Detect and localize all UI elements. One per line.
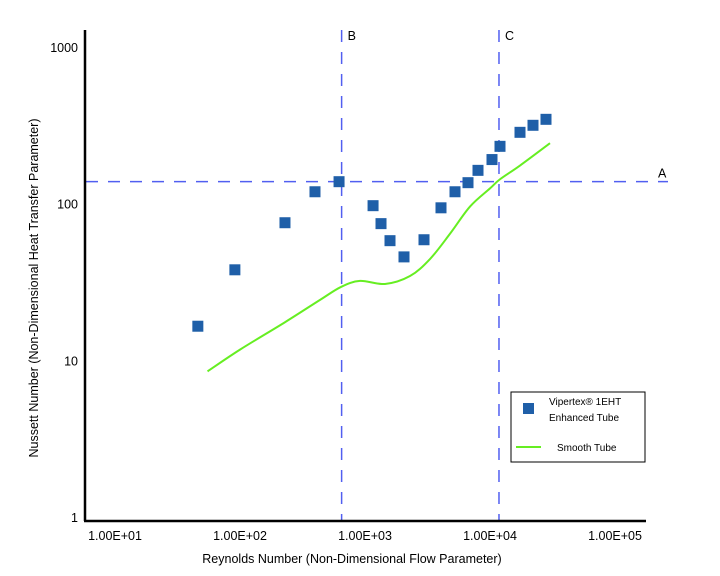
y-tick-label: 1000 [50,41,78,55]
data-point-enhanced-tube [527,119,539,131]
reference-label-b: B [348,29,356,43]
data-point-enhanced-tube [333,176,345,188]
x-tick-label: 1.00E+02 [213,529,267,543]
x-axis-title: Reynolds Number (Non-Dimensional Flow Pa… [202,552,501,566]
y-tick-label: 10 [64,354,78,368]
x-tick-label: 1.00E+01 [88,529,142,543]
y-tick-label: 1 [71,511,78,525]
reference-label-a: A [658,167,667,181]
data-point-enhanced-tube [375,218,387,230]
data-point-enhanced-tube [309,186,321,198]
x-tick-label: 1.00E+04 [463,529,517,543]
data-point-enhanced-tube [384,235,396,247]
data-point-enhanced-tube [540,113,552,125]
data-point-enhanced-tube [472,164,484,176]
legend-label-enhanced-tube-line2: Enhanced Tube [549,413,619,424]
reference-lines: A B C [86,29,668,520]
data-point-enhanced-tube [418,234,430,246]
data-point-enhanced-tube [462,177,474,189]
x-tick-labels: 1.00E+01 1.00E+02 1.00E+03 1.00E+04 1.00E+05 [88,529,642,543]
series-layer [192,113,552,373]
data-point-enhanced-tube [229,264,241,276]
series-line-smooth-tube [206,142,551,373]
x-tick-label: 1.00E+05 [588,529,642,543]
y-tick-labels: 1 10 100 1000 [50,41,78,525]
legend-marker-enhanced-tube [523,403,534,414]
data-point-enhanced-tube [367,200,379,212]
x-tick-label: 1.00E+03 [338,529,392,543]
data-point-enhanced-tube [486,154,498,166]
legend-label-smooth-tube: Smooth Tube [557,443,617,454]
legend: Vipertex® 1EHT Enhanced Tube Smooth Tube [510,391,646,463]
reference-label-c: C [505,29,514,43]
legend-label-enhanced-tube-line1: Vipertex® 1EHT [549,397,621,408]
data-point-enhanced-tube [494,140,506,152]
data-point-enhanced-tube [514,126,526,138]
y-axis-title: Nussett Number (Non-Dimensional Heat Tra… [27,118,41,457]
axes [83,30,646,523]
data-point-enhanced-tube [279,217,291,229]
data-point-enhanced-tube [398,251,410,263]
y-tick-label: 100 [57,198,78,212]
data-point-enhanced-tube [449,186,461,198]
data-point-enhanced-tube [192,320,204,332]
data-point-enhanced-tube [435,202,447,214]
